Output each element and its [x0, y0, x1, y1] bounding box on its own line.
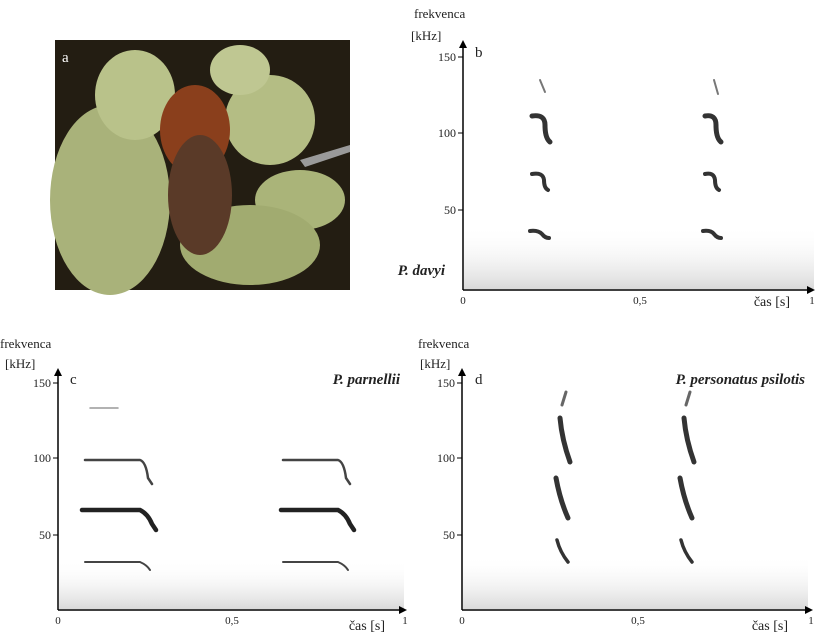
x-tick-label: 0	[459, 615, 465, 627]
x-tick-label: 1	[808, 615, 814, 627]
y-tick-label: 150	[438, 50, 456, 64]
y-axis-unit: [kHz]	[420, 356, 450, 371]
x-tick-label: 1	[402, 615, 408, 627]
spectrogram-c	[59, 408, 404, 609]
y-tick-label: 100	[33, 451, 51, 465]
figure: a frekvenca[kHz]1501005000,51čas [s]bP. …	[0, 0, 817, 634]
species-name: P. davyi	[398, 263, 446, 279]
x-axis-title: čas [s]	[752, 619, 788, 634]
y-tick-label: 50	[444, 203, 456, 217]
y-tick-label: 150	[33, 376, 51, 390]
x-tick-label: 0	[55, 615, 61, 627]
panel-label: b	[475, 45, 483, 61]
y-tick-label: 100	[438, 126, 456, 140]
arrow	[458, 368, 466, 376]
panel-label: c	[70, 372, 77, 388]
x-tick-label: 0,5	[225, 615, 239, 627]
x-tick-label: 0,5	[633, 295, 647, 307]
spectrogram-b	[464, 80, 814, 289]
y-axis-title: frekvenca	[414, 6, 465, 21]
species-name: P. parnellii	[333, 372, 401, 388]
y-tick-label: 50	[39, 528, 51, 542]
spectrogram-d	[463, 392, 808, 609]
arrow	[54, 368, 62, 376]
panel-label: a	[62, 50, 69, 66]
y-tick-label: 150	[437, 376, 455, 390]
arrow	[805, 606, 813, 614]
y-axis-unit: [kHz]	[5, 356, 35, 371]
y-tick-label: 50	[443, 528, 455, 542]
x-axis-title: čas [s]	[754, 295, 790, 310]
y-axis-unit: [kHz]	[411, 28, 441, 43]
y-axis-title: frekvenca	[0, 336, 51, 351]
x-tick-label: 0	[460, 295, 466, 307]
x-axis-title: čas [s]	[349, 619, 385, 634]
x-tick-label: 1	[809, 295, 815, 307]
arrow	[459, 40, 467, 48]
species-name: P. personatus psilotis	[676, 372, 806, 388]
x-tick-label: 0,5	[631, 615, 645, 627]
y-axis-title: frekvenca	[418, 336, 469, 351]
photo	[50, 40, 350, 295]
y-tick-label: 100	[437, 451, 455, 465]
panel-label: d	[475, 372, 483, 388]
